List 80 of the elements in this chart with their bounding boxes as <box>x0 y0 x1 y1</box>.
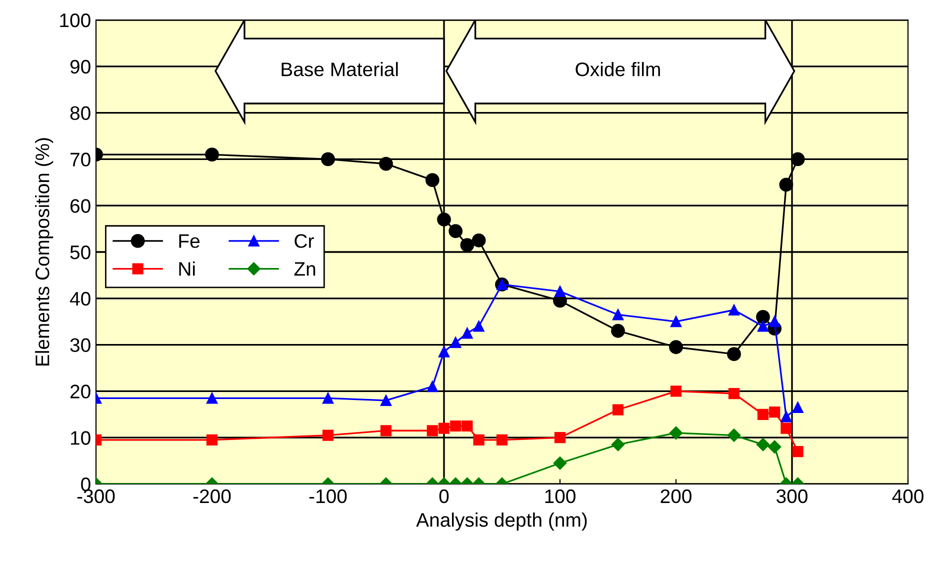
x-tick-label: -300 <box>77 489 115 504</box>
point <box>473 320 484 332</box>
point <box>769 316 780 328</box>
point <box>769 406 780 418</box>
point <box>756 438 770 452</box>
point <box>728 304 740 316</box>
point <box>322 392 334 404</box>
point <box>473 434 484 446</box>
point <box>780 422 792 434</box>
legend-label: Fe <box>179 234 200 248</box>
point <box>379 156 393 171</box>
annotation: Oxide film <box>576 62 660 76</box>
point <box>496 434 508 446</box>
legend-label: Zn <box>294 262 316 276</box>
point <box>205 148 219 162</box>
y-tick-label: 90 <box>70 60 90 74</box>
point <box>206 392 218 404</box>
x-tick-label: -200 <box>193 489 231 504</box>
x-tick-label: 400 <box>892 489 924 504</box>
point <box>792 446 804 458</box>
y-tick-label: 30 <box>70 338 90 352</box>
point <box>790 152 805 166</box>
y-tick-label: 10 <box>70 431 90 445</box>
point <box>612 404 624 416</box>
x-axis-title: Analysis depth (nm) <box>416 512 587 531</box>
point <box>611 438 625 452</box>
point <box>437 212 451 226</box>
point <box>462 328 473 339</box>
y-tick-label: 80 <box>70 106 90 120</box>
point <box>426 425 438 436</box>
point <box>462 420 473 432</box>
point <box>792 402 804 413</box>
x-tick-label: -100 <box>309 489 347 504</box>
point <box>472 233 486 248</box>
x-tick-label: 200 <box>660 489 692 504</box>
point <box>448 224 463 238</box>
point <box>669 340 683 354</box>
point <box>426 381 438 392</box>
point <box>425 173 440 188</box>
point <box>321 152 335 166</box>
point <box>554 286 566 297</box>
y-tick-label: 20 <box>70 384 90 398</box>
point <box>757 320 769 332</box>
point <box>553 456 567 470</box>
point <box>669 426 683 440</box>
point <box>780 411 792 422</box>
x-tick-label: 300 <box>776 489 808 504</box>
point <box>450 420 462 432</box>
y-tick-label: 50 <box>70 245 90 260</box>
point <box>756 310 770 324</box>
y-tick-label: 60 <box>70 199 90 213</box>
point <box>460 238 474 252</box>
point <box>380 425 392 436</box>
y-tick-label: 40 <box>70 292 90 306</box>
point <box>380 394 392 406</box>
point <box>757 408 769 420</box>
legend-label: Ni <box>179 262 195 276</box>
point <box>670 316 682 328</box>
point <box>450 336 462 348</box>
point <box>727 347 741 362</box>
point <box>779 178 794 192</box>
x-tick-label: 0 <box>439 489 449 504</box>
x-tick-label: 100 <box>545 489 576 504</box>
point <box>438 422 450 434</box>
point <box>670 386 682 397</box>
point <box>768 440 782 454</box>
legend-label: Cr <box>294 234 314 248</box>
point <box>611 324 625 338</box>
y-tick-label: 100 <box>60 13 90 28</box>
y-tick-label: 70 <box>70 152 90 166</box>
point <box>206 434 218 446</box>
point <box>322 430 334 441</box>
point <box>554 432 566 444</box>
point <box>727 428 741 442</box>
point <box>728 388 740 400</box>
y-axis-title: Elements Composition (%) <box>35 138 54 366</box>
y-tick-label: 0 <box>81 477 90 492</box>
annotation: Base Material <box>282 62 398 76</box>
point <box>612 309 624 320</box>
point <box>438 346 450 358</box>
